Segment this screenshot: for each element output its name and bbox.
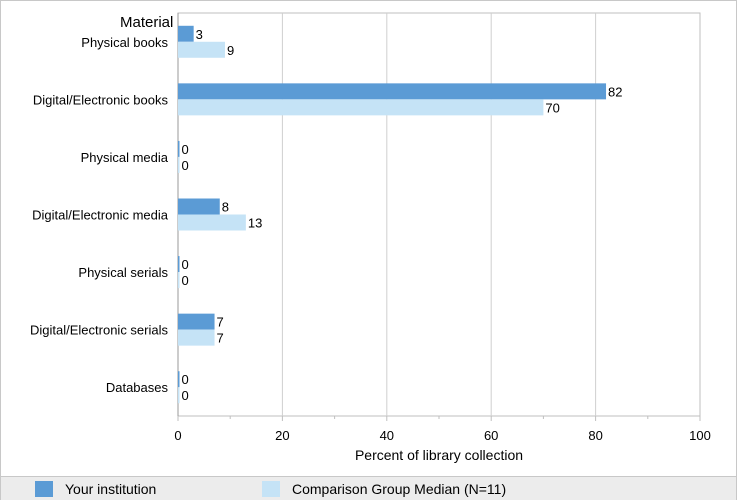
legend-label-your-institution: Your institution — [65, 481, 157, 497]
x-tick-label: 100 — [689, 428, 711, 443]
data-label: 0 — [182, 158, 189, 173]
legend-swatch-your-institution — [35, 481, 53, 497]
data-label: 82 — [608, 84, 622, 99]
legend-swatch-comparison-group — [262, 481, 280, 497]
data-label: 3 — [196, 27, 203, 42]
legend: Your institution Comparison Group Median… — [1, 476, 736, 500]
x-tick-label: 40 — [380, 428, 394, 443]
bar-comparison-group — [178, 41, 225, 58]
plot-area — [177, 12, 701, 417]
data-label: 0 — [182, 142, 189, 157]
category-label: Physical serials — [78, 265, 168, 280]
bar-comparison-group — [178, 99, 544, 116]
bar-comparison-group — [178, 387, 180, 404]
data-label: 0 — [182, 388, 189, 403]
x-tick-label: 20 — [275, 428, 289, 443]
x-axis-title: Percent of library collection — [355, 447, 523, 463]
category-label: Digital/Electronic media — [32, 208, 169, 223]
legend-item-your-institution: Your institution — [35, 481, 156, 497]
bar-your-institution — [178, 256, 180, 273]
data-label: 7 — [217, 315, 224, 330]
bar-comparison-group — [178, 156, 180, 173]
legend-item-comparison-group: Comparison Group Median (N=11) — [262, 481, 506, 497]
bar-comparison-group — [178, 329, 215, 346]
category-label: Digital/Electronic serials — [30, 323, 168, 338]
bar-your-institution — [178, 198, 220, 215]
data-label: 13 — [248, 216, 262, 231]
data-label: 7 — [217, 331, 224, 346]
x-tick-labels: 0 20 40 60 80 100 — [174, 428, 710, 443]
gridlines — [177, 13, 701, 421]
data-label: 8 — [222, 200, 229, 215]
bar-comparison-group — [178, 272, 180, 289]
category-label: Digital/Electronic books — [33, 92, 169, 107]
bar-your-institution — [178, 140, 180, 157]
bars — [178, 25, 607, 404]
bar-your-institution — [178, 313, 215, 330]
x-tick-label: 80 — [588, 428, 602, 443]
data-label: 70 — [545, 100, 559, 115]
data-label: 9 — [227, 43, 234, 58]
category-label: Databases — [106, 380, 169, 395]
data-label: 0 — [182, 257, 189, 272]
legend-label-comparison-group: Comparison Group Median (N=11) — [292, 481, 507, 497]
data-label: 0 — [182, 372, 189, 387]
bar-comparison-group — [178, 214, 246, 231]
data-label: 0 — [182, 273, 189, 288]
bar-your-institution — [178, 25, 194, 42]
bar-your-institution — [178, 371, 180, 388]
bar-your-institution — [178, 83, 607, 100]
category-label: Physical media — [81, 150, 169, 165]
x-tick-label: 60 — [484, 428, 498, 443]
x-tick-label: 0 — [174, 428, 181, 443]
category-label: Physical books — [81, 35, 168, 50]
category-labels: Physical books Digital/Electronic books Ph… — [30, 35, 169, 395]
